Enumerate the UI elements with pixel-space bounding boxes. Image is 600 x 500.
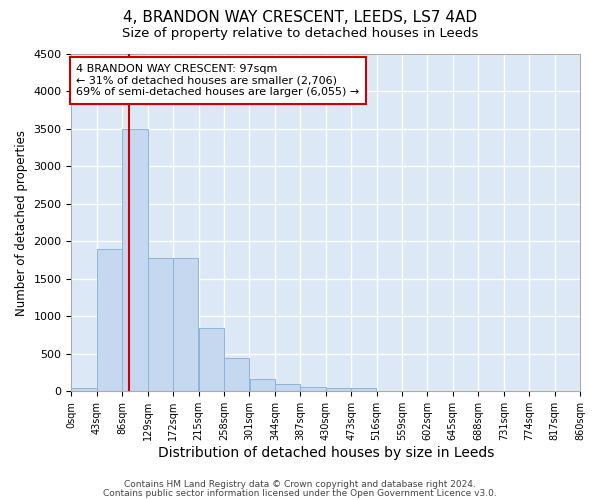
Text: Contains public sector information licensed under the Open Government Licence v3: Contains public sector information licen… — [103, 488, 497, 498]
Bar — [326, 388, 351, 392]
Text: Size of property relative to detached houses in Leeds: Size of property relative to detached ho… — [122, 28, 478, 40]
Bar — [351, 388, 376, 392]
Text: Contains HM Land Registry data © Crown copyright and database right 2024.: Contains HM Land Registry data © Crown c… — [124, 480, 476, 489]
Text: 4 BRANDON WAY CRESCENT: 97sqm
← 31% of detached houses are smaller (2,706)
69% o: 4 BRANDON WAY CRESCENT: 97sqm ← 31% of d… — [76, 64, 360, 98]
Bar — [148, 258, 173, 392]
Bar — [224, 358, 250, 392]
Bar — [301, 387, 326, 392]
Y-axis label: Number of detached properties: Number of detached properties — [15, 130, 28, 316]
Bar — [97, 249, 122, 392]
Text: 4, BRANDON WAY CRESCENT, LEEDS, LS7 4AD: 4, BRANDON WAY CRESCENT, LEEDS, LS7 4AD — [123, 10, 477, 25]
Bar — [250, 380, 275, 392]
X-axis label: Distribution of detached houses by size in Leeds: Distribution of detached houses by size … — [158, 446, 494, 460]
Bar — [275, 384, 300, 392]
Bar — [71, 388, 97, 392]
Bar — [199, 328, 224, 392]
Bar — [122, 129, 148, 392]
Bar — [173, 258, 199, 392]
